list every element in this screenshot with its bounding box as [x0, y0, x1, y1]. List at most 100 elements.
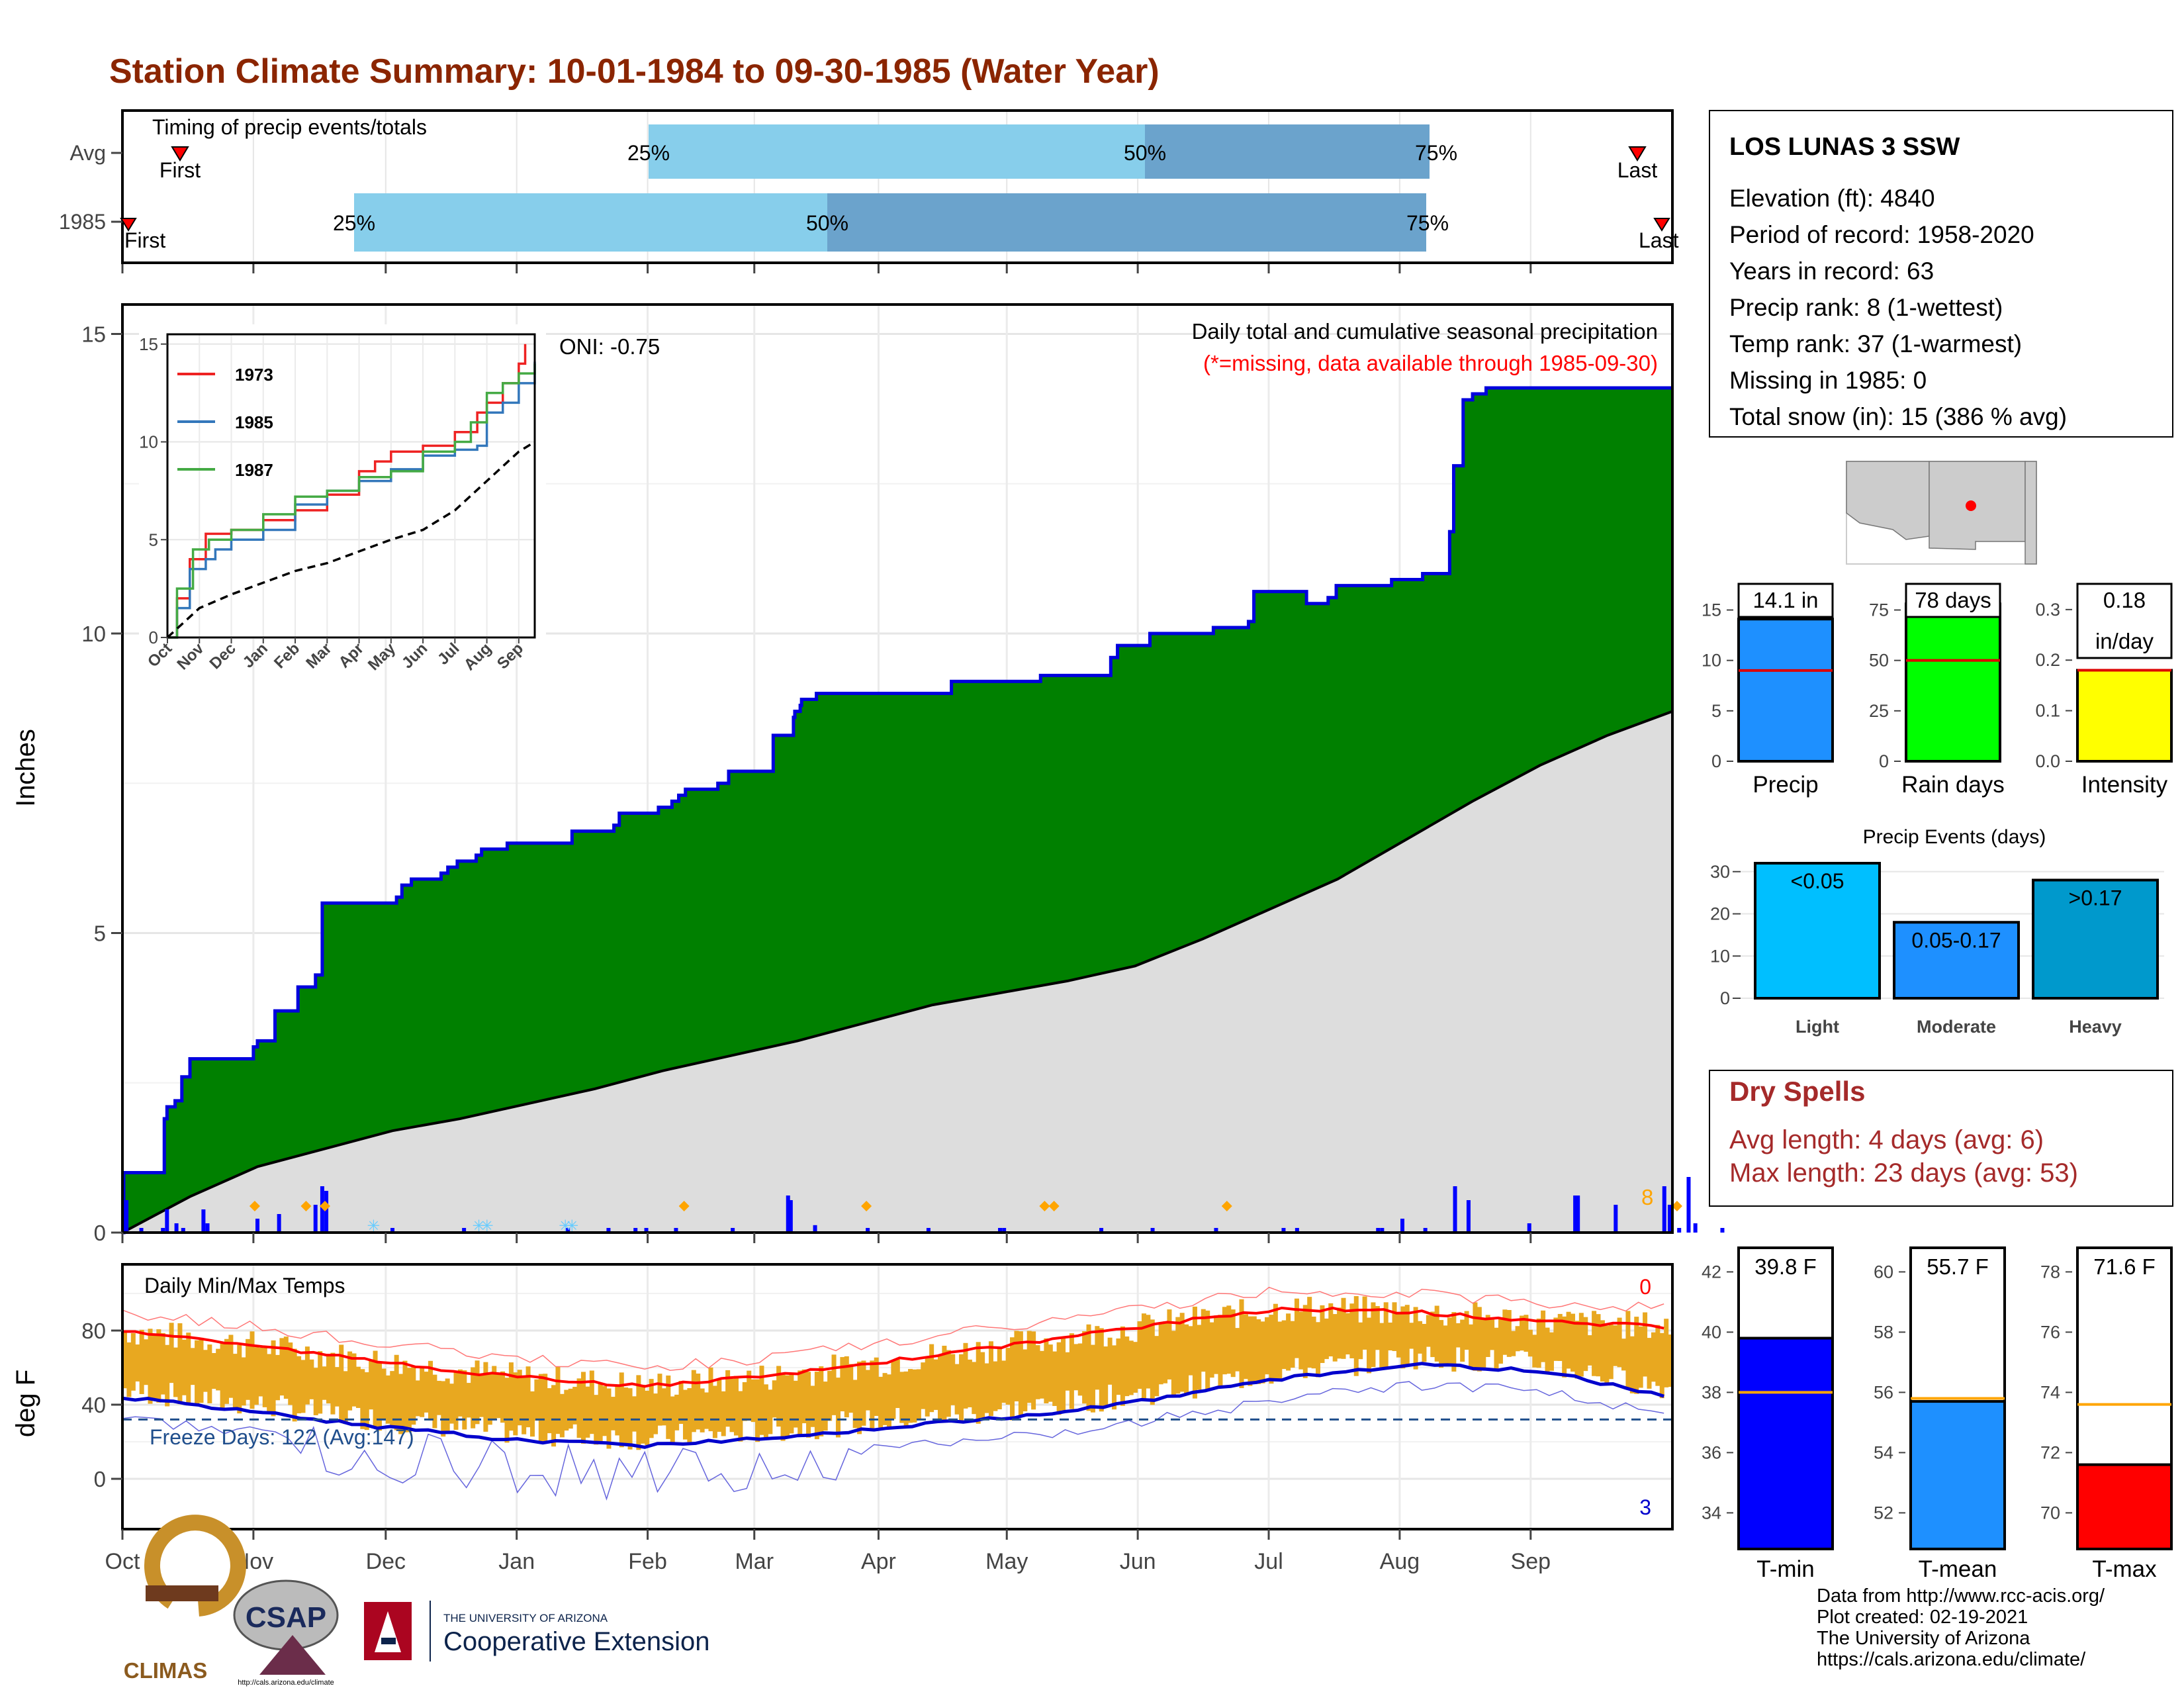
temp-daily-range-bar — [602, 1385, 608, 1436]
temp-daily-range-bar — [1086, 1324, 1091, 1411]
events-category-label: Light — [1796, 1017, 1839, 1037]
mini-bar-y-tick-label: 0.0 — [2035, 751, 2060, 771]
temp-daily-range-bar — [322, 1366, 327, 1400]
temp-daily-range-bar — [334, 1367, 340, 1407]
temp-daily-range-bar — [1018, 1331, 1023, 1416]
inset-y-tick-label: 0 — [149, 628, 158, 647]
temp-bar-y-tick-label: 38 — [1702, 1382, 1721, 1402]
temp-daily-range-bar — [1256, 1319, 1261, 1384]
temp-daily-range-bar — [1107, 1337, 1113, 1385]
temp-daily-range-bar — [1150, 1319, 1155, 1405]
temp-y-tick-label: 80 — [81, 1319, 106, 1343]
temp-daily-range-bar — [1158, 1324, 1163, 1385]
temp-daily-range-bar — [355, 1366, 361, 1408]
temp-daily-range-bar — [1294, 1298, 1299, 1358]
events-y-tick-label: 0 — [1720, 988, 1730, 1008]
timing-avg-bar-q1 — [649, 124, 1145, 179]
temp-daily-range-bar — [232, 1354, 238, 1410]
temp-daily-range-bar — [1090, 1344, 1095, 1413]
temp-bar-value-label: 39.8 F — [1754, 1254, 1817, 1279]
daily-precip-bar — [1466, 1200, 1471, 1233]
avg-p25-label: 25% — [627, 141, 670, 165]
month-label: Apr — [861, 1549, 896, 1574]
temp-daily-range-bar — [1061, 1337, 1066, 1411]
temp-daily-range-bar — [1638, 1326, 1643, 1388]
temp-daily-range-bar — [1353, 1296, 1359, 1376]
temp-daily-range-bar — [878, 1376, 884, 1428]
temp-daily-range-bar — [1302, 1305, 1308, 1378]
temp-daily-range-bar — [1281, 1320, 1287, 1370]
y1985-first-marker — [120, 218, 137, 232]
temp-daily-range-bar — [313, 1368, 318, 1415]
temp-daily-range-bar — [492, 1366, 497, 1420]
temp-daily-range-bar — [1481, 1319, 1486, 1371]
temp-daily-range-bar — [678, 1381, 684, 1424]
temp-daily-range-bar — [475, 1360, 480, 1425]
temp-daily-range-bar — [1515, 1326, 1520, 1352]
temp-daily-range-bar — [130, 1333, 136, 1391]
daily-precip-bar — [674, 1228, 678, 1233]
temp-daily-range-bar — [1039, 1350, 1044, 1399]
temp-daily-range-bar — [195, 1340, 200, 1405]
temp-daily-range-bar — [1277, 1321, 1283, 1381]
timing-panel-frame — [121, 109, 1674, 264]
temp-daily-range-bar — [351, 1353, 357, 1407]
ua-a-bar-icon — [381, 1638, 396, 1644]
station-period: Period of record: 1958-2020 — [1729, 221, 2034, 248]
temp-daily-range-bar — [1124, 1336, 1130, 1397]
temp-daily-range-bar — [700, 1388, 705, 1432]
timing-row-avg-label: Avg — [69, 141, 106, 165]
temp-daily-range-bar — [288, 1342, 293, 1405]
temp-daily-range-bar — [852, 1380, 858, 1429]
temp-daily-range-bar — [585, 1386, 590, 1438]
temp-daily-range-bar — [1469, 1324, 1474, 1369]
inset-y-tick-label: 10 — [139, 432, 158, 452]
temp-daily-range-bar — [933, 1359, 938, 1410]
temp-daily-range-bar — [691, 1370, 696, 1432]
precip-note: Daily total and cumulative seasonal prec… — [1192, 319, 1658, 344]
daily-precip-bar — [1720, 1228, 1725, 1233]
temp-daily-range-bar — [139, 1329, 144, 1394]
temp-daily-range-bar — [275, 1354, 281, 1401]
temp-daily-range-bar — [1014, 1331, 1019, 1402]
temp-daily-range-bar — [1023, 1349, 1028, 1412]
temp-daily-range-bar — [1337, 1307, 1342, 1359]
daily-precip-bar — [1667, 1205, 1672, 1233]
daily-precip-bar — [1453, 1186, 1457, 1233]
mini-bar-value-unit: in/day — [2095, 629, 2154, 653]
temp-daily-range-bar — [224, 1338, 230, 1404]
temp-y-tick-label: 0 — [94, 1467, 106, 1491]
temp-daily-range-bar — [343, 1371, 348, 1425]
temp-daily-range-bar — [1647, 1338, 1652, 1389]
temp-daily-range-bar — [432, 1374, 437, 1429]
temp-daily-range-bar — [203, 1350, 208, 1392]
temp-daily-range-bar — [1388, 1322, 1393, 1351]
temp-daily-range-bar — [1400, 1306, 1406, 1369]
temp-daily-range-bar — [169, 1323, 174, 1383]
temp-daily-range-bar — [946, 1350, 951, 1417]
temp-daily-range-bar — [402, 1360, 408, 1432]
temp-daily-range-bar — [1332, 1314, 1338, 1362]
daily-precip-bar — [1662, 1186, 1666, 1233]
daily-precip-bar — [1686, 1177, 1691, 1233]
temp-daily-range-bar — [173, 1347, 179, 1397]
temp-daily-range-bar — [1418, 1321, 1423, 1354]
temp-daily-range-bar — [1320, 1305, 1325, 1364]
station-box-frame — [1709, 110, 2173, 438]
temperature-panel: 0 40 80 Daily Min/Max Temps deg F Freeze D… — [11, 1263, 1674, 1574]
daily-precip-bar — [201, 1209, 206, 1233]
temp-bar-y-tick-label: 40 — [1702, 1322, 1721, 1342]
temp-daily-range-bar — [1073, 1344, 1079, 1391]
temp-daily-range-bar — [1197, 1325, 1202, 1390]
temp-daily-range-bar — [1248, 1316, 1253, 1386]
temp-daily-range-bar — [908, 1369, 913, 1423]
daily-precip-bar — [324, 1191, 329, 1233]
temp-daily-range-bar — [954, 1364, 960, 1415]
daily-precip-bar — [1614, 1205, 1618, 1233]
event-diamond-marker — [678, 1201, 690, 1211]
temp-daily-range-bar — [199, 1337, 204, 1403]
temp-daily-range-bar — [534, 1379, 539, 1421]
temp-daily-range-bar — [1116, 1338, 1121, 1395]
event-diamond-marker — [861, 1201, 872, 1211]
